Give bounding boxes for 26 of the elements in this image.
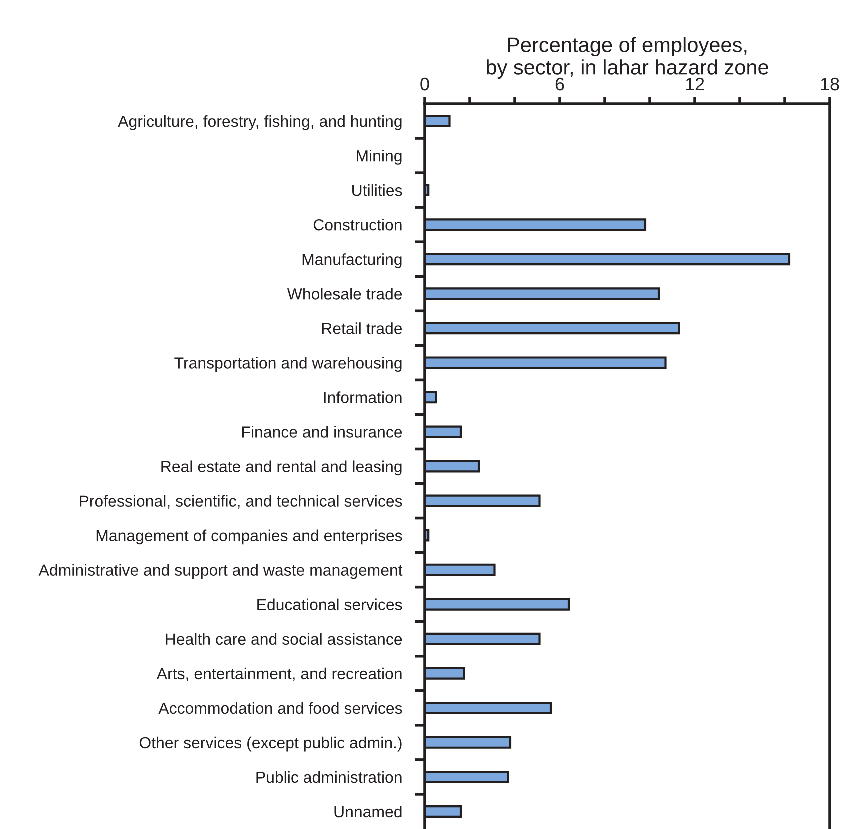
y-tick-label: Professional, scientific, and technical services	[80, 495, 402, 509]
y-tick-label: Retail trade	[322, 322, 402, 334]
y-tick-label: Construction	[314, 219, 402, 231]
y-tick-label: Finance and insurance	[242, 426, 402, 438]
x-tick-label: 0	[420, 78, 430, 91]
y-tick-label: Utilities	[352, 184, 402, 196]
y-tick-label: Accommodation and food services	[158, 702, 402, 714]
y-tick-label: Educational services	[258, 598, 402, 611]
y-tick-label: Mining	[357, 150, 402, 165]
y-tick-label: Real estate and rental and leasing	[162, 460, 402, 476]
y-tick-label: Information	[324, 392, 402, 404]
y-tick-label: Agriculture, forestry, fishing, and hunting	[118, 115, 402, 130]
y-tick-label: Management of companies and enterprises	[96, 530, 402, 545]
y-tick-label: Arts, entertainment, and recreation	[156, 668, 402, 682]
y-tick-label: Manufacturing	[302, 254, 402, 268]
x-tick-label: 18	[821, 78, 840, 91]
x-axis-title: Percentage of employees, by sector, in lahar hazard zone	[486, 37, 768, 79]
y-tick-label: Unnamed	[334, 806, 402, 818]
y-tick-label: Health care and social assistance	[166, 633, 402, 646]
y-tick-label: Public administration	[256, 771, 402, 784]
y-tick-label: Wholesale trade	[287, 288, 402, 300]
y-tick-label: Administrative and support and waste management	[38, 564, 403, 580]
y-tick-label: Other services (except public admin.)	[140, 736, 402, 752]
x-tick-label: 12	[686, 78, 704, 91]
x-tick-label: 6	[556, 78, 564, 91]
y-tick-label: Transportation and warehousing	[174, 357, 402, 372]
